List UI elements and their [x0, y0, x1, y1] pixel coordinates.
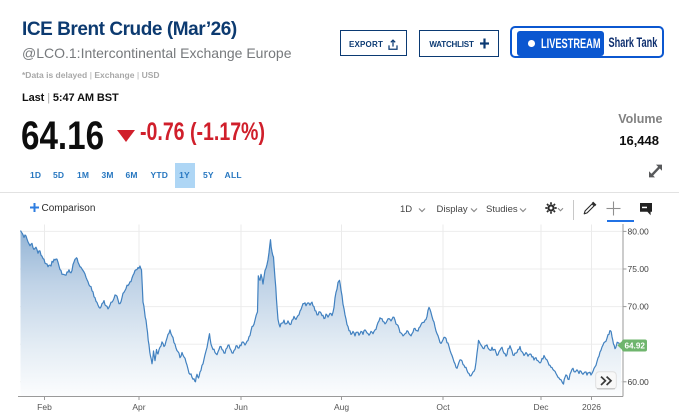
svg-text:75.00: 75.00: [628, 264, 650, 274]
svg-text:Feb: Feb: [37, 402, 52, 412]
svg-text:Apr: Apr: [132, 402, 145, 412]
svg-text:Aug: Aug: [334, 402, 349, 412]
svg-text:80.00: 80.00: [628, 226, 650, 236]
svg-text:64.92: 64.92: [624, 341, 645, 350]
svg-text:70.00: 70.00: [628, 302, 650, 312]
svg-text:Oct: Oct: [436, 402, 450, 412]
svg-text:2026: 2026: [582, 402, 601, 412]
svg-text:Dec: Dec: [533, 402, 549, 412]
svg-text:Jun: Jun: [234, 402, 248, 412]
svg-text:60.00: 60.00: [628, 377, 650, 387]
